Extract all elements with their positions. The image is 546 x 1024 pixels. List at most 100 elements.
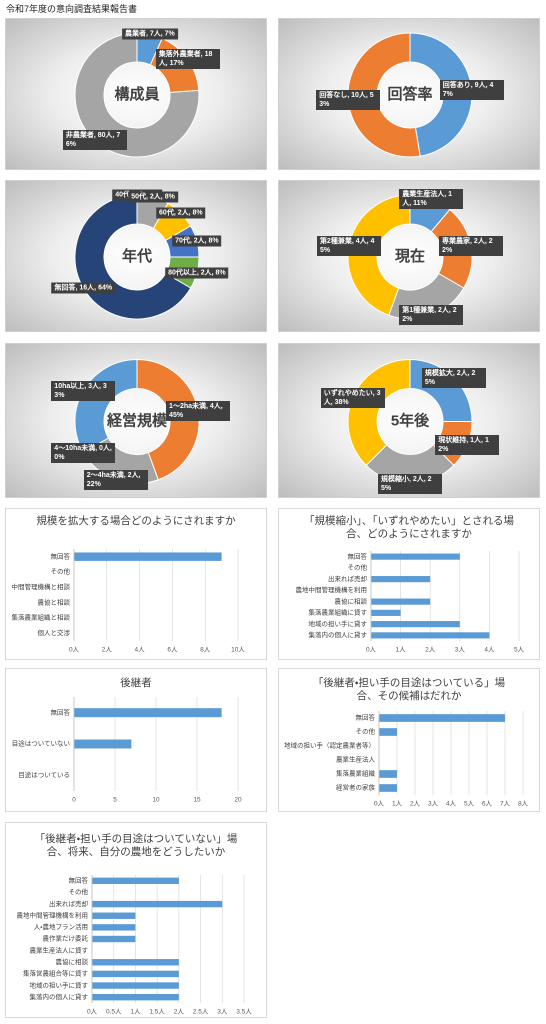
bar bbox=[92, 959, 179, 966]
donut-slice bbox=[409, 32, 473, 157]
x-tick-label: 5人 bbox=[464, 801, 475, 808]
slice-label: 規模拡大, 2人, 25% bbox=[421, 367, 486, 388]
y-category-label: 集落農業組織 bbox=[336, 769, 376, 778]
donut-slice bbox=[74, 32, 200, 158]
slice-label: 80代以上, 2人, 8% bbox=[165, 267, 229, 279]
y-category-label: 無回答 bbox=[69, 876, 89, 885]
bar bbox=[92, 900, 223, 908]
y-category-label: 農協に相談 bbox=[56, 957, 89, 966]
y-category-label: 個人と交渉 bbox=[38, 628, 71, 637]
donut-chart: 年代 bbox=[74, 194, 200, 320]
document-title: 令和7年度の意向調査結果報告書 bbox=[6, 4, 138, 14]
chart-panel: 構成員 農業者, 7人, 7% 集落外農業者, 18人, 17% 非農業者, 80人,… bbox=[5, 18, 267, 170]
slice-label: 10ha以上, 3人, 33% bbox=[51, 380, 116, 401]
y-category-label: 集落内の個人に貸す bbox=[30, 992, 89, 1001]
y-category-label: 集落営農組合等に貸す bbox=[23, 969, 89, 978]
y-category-label: 農協に相談 bbox=[335, 596, 368, 605]
donut-chart: 回答率 bbox=[347, 32, 473, 158]
slice-label: いずれやめたい, 3人, 38% bbox=[320, 387, 385, 408]
x-tick-label: 3人 bbox=[455, 647, 466, 654]
chart-panel: 0人 0.5人 1人 1.5人 2人 2.5人 3人 3.5人 無回答 その他 出来れば売却 農地中間… bbox=[5, 822, 267, 1018]
x-tick-label: 1人 bbox=[392, 801, 403, 808]
slice-label: 70代, 2人, 8% bbox=[172, 235, 222, 247]
bar bbox=[371, 598, 431, 605]
donut-center-title: 構成員 bbox=[114, 85, 159, 103]
chart-panel: 現在 農業生産法人, 1人, 11% 専業農家, 2人, 22% 第1種兼業, 2人,… bbox=[278, 180, 540, 332]
slice-label: 集落外農業者, 18人, 17% bbox=[155, 49, 220, 70]
y-category-label: 出来れば売却 bbox=[49, 899, 88, 908]
x-tick-label: 2人 bbox=[410, 801, 421, 808]
bar bbox=[371, 553, 460, 560]
slice-label: 4～10ha未満, 0人, 0% bbox=[51, 442, 116, 463]
x-tick-label: 5 bbox=[113, 797, 117, 804]
x-tick-label: 4人 bbox=[446, 801, 457, 808]
bar bbox=[379, 714, 505, 722]
bar bbox=[92, 924, 136, 931]
y-category-label: 中間管理機構と相談 bbox=[12, 582, 71, 591]
slice-label: 50代, 2人, 8% bbox=[128, 191, 178, 203]
y-category-label: 経営者の家族 bbox=[336, 783, 376, 792]
y-category-label: 農業生産法人 bbox=[336, 755, 376, 764]
slice-label: 第2種兼業, 4人, 45% bbox=[316, 236, 381, 257]
y-category-label: 農地中間管理機構を利用 bbox=[296, 585, 368, 594]
bar bbox=[92, 935, 136, 943]
chart-title: 後継者 bbox=[120, 677, 152, 689]
slice-label: 第1種兼業, 2人, 22% bbox=[399, 305, 464, 326]
donut-slice bbox=[347, 358, 411, 467]
y-category-label: 無回答 bbox=[51, 551, 71, 560]
bar bbox=[379, 770, 397, 778]
x-tick-label: 3人 bbox=[428, 801, 439, 808]
x-tick-label: 5人 bbox=[514, 647, 525, 654]
bar bbox=[92, 877, 179, 885]
chart-panel: 0人 1人 2人 3人 4人 5人 無回答 その他 出来れば売却 農地中間管理機構を利用 農協に相談… bbox=[278, 508, 540, 660]
x-tick-label: 3人 bbox=[217, 1009, 228, 1016]
donut-slice bbox=[136, 358, 200, 481]
y-category-label: 目途はついている bbox=[18, 771, 70, 779]
chart-panel: 回答率 回答あり, 9人, 47% 回答なし, 10人, 53% bbox=[278, 18, 540, 170]
x-tick-label: 0人 bbox=[69, 647, 80, 654]
bar bbox=[371, 621, 460, 628]
chart-title: 「後継者・担い手の目途はついていない」場合、将来、自分の農地をどうしたいか bbox=[34, 833, 238, 858]
bar bbox=[92, 912, 136, 919]
donut-center-title: 現在 bbox=[395, 247, 425, 265]
slice-label: 2～4ha未満, 2人, 22% bbox=[83, 469, 148, 490]
y-category-label: 無回答 bbox=[51, 707, 71, 716]
x-tick-label: 4人 bbox=[484, 647, 495, 654]
y-category-label: 農作業だけ委託 bbox=[43, 934, 89, 943]
x-tick-label: 0 bbox=[72, 797, 76, 804]
bar bbox=[92, 982, 179, 989]
bar-chart: 0人 0.5人 1人 1.5人 2人 2.5人 3人 3.5人 無回答その他出来れば売却農地中間… bbox=[17, 875, 252, 1016]
slice-label: 非農業者, 80人, 76% bbox=[62, 130, 127, 151]
donut-center-title: 経営規模 bbox=[106, 411, 168, 429]
slice-label: 農業生産法人, 1人, 11% bbox=[399, 188, 464, 209]
chart-panel: 0 5 10 15 20 無回答目途はついていない 目途はついている 後継者 bbox=[5, 668, 267, 812]
bar bbox=[371, 632, 490, 639]
slice-label: 回答なし, 10人, 53% bbox=[316, 90, 381, 111]
slice-label: 現状維持, 1人, 12% bbox=[435, 435, 500, 456]
x-tick-label: 0人 bbox=[87, 1009, 98, 1016]
y-category-label: 出来れば売却 bbox=[328, 574, 367, 583]
slice-label: 回答あり, 9人, 47% bbox=[439, 79, 504, 100]
x-tick-label: 1.5人 bbox=[149, 1009, 165, 1016]
y-category-label: 目途はついていない bbox=[12, 740, 70, 748]
x-tick-label: 10 bbox=[152, 797, 160, 804]
y-category-label: 地域の担い手（認定農業者等） bbox=[284, 741, 375, 750]
chart-panel: 0人 2人 4人 6人 8人 10人 無回答 その他 中間管理機構と相談 農協と相談 集落農業組織と… bbox=[5, 508, 267, 660]
bar bbox=[74, 708, 222, 718]
x-tick-label: 0人 bbox=[374, 801, 385, 808]
donut-slice bbox=[347, 32, 421, 158]
x-tick-label: 4人 bbox=[135, 647, 146, 654]
chart-panel: 0人 1人 2人 3人 4人 5人 6人 7人 8人 無回答 その他 地域の担い手（認定農業者等） 農業… bbox=[278, 668, 540, 812]
bar bbox=[371, 576, 431, 583]
x-tick-label: 20 bbox=[234, 797, 242, 804]
y-category-label: 集落農業組織と相談 bbox=[12, 613, 71, 622]
y-category-label: その他 bbox=[51, 567, 71, 576]
slice-label: 60代, 2人, 8% bbox=[156, 207, 206, 219]
x-tick-label: 15 bbox=[193, 797, 201, 804]
x-tick-label: 7人 bbox=[500, 801, 511, 808]
bar bbox=[92, 993, 179, 1001]
y-category-label: 無回答 bbox=[348, 551, 368, 560]
